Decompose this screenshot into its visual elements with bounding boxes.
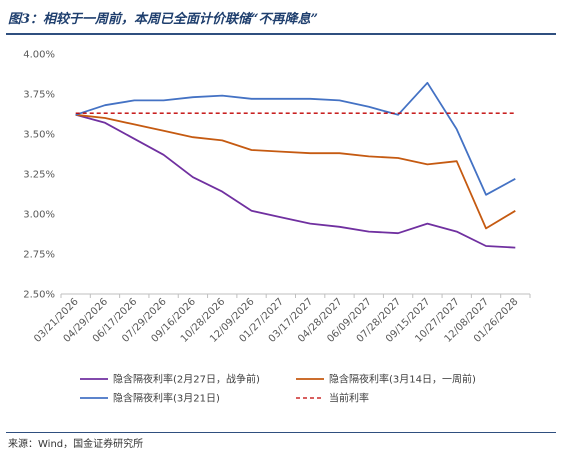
x-axis: 03/21/202604/29/202606/17/202607/29/2026… [32,293,531,345]
series-line-3 [75,81,516,196]
line-chart: 2.50% 2.75% 3.00% 3.25% 3.50% 3.75% 4.00% 03/2… [23,50,531,405]
series-line-2 [75,113,516,230]
y-tick-label: 2.50% [23,290,55,301]
y-tick-label: 3.00% [23,210,55,221]
y-tick-label: 2.75% [23,250,55,261]
y-axis: 2.50% 2.75% 3.00% 3.25% 3.50% 3.75% 4.00% [23,50,55,301]
legend-label: 隐含隔夜利率(3月21日) [113,392,220,405]
bottom-divider [6,432,556,433]
top-divider [6,33,556,35]
y-tick-label: 4.00% [23,50,55,61]
series-line-1 [75,113,516,249]
y-tick-label: 3.25% [23,170,55,181]
legend-label: 隐含隔夜利率(2月27日，战争前) [113,373,260,386]
chart-header: 图3：相较于一周前，本周已全面计价联储“不再降息” [6,4,556,32]
series-layer [75,81,516,249]
legend-label: 当前利率 [329,392,369,405]
source-note: 来源：Wind，国金证券研究所 [8,439,144,450]
legend-label: 隐含隔夜利率(3月14日，一周前) [329,373,476,386]
y-tick-label: 3.75% [23,90,55,101]
chart-title: 图3：相较于一周前，本周已全面计价联储“不再降息” [8,12,319,27]
legend: 隐含隔夜利率(2月27日，战争前) 隐含隔夜利率(3月14日，一周前) 隐含隔夜利率… [80,373,476,405]
y-tick-label: 3.50% [23,130,55,141]
